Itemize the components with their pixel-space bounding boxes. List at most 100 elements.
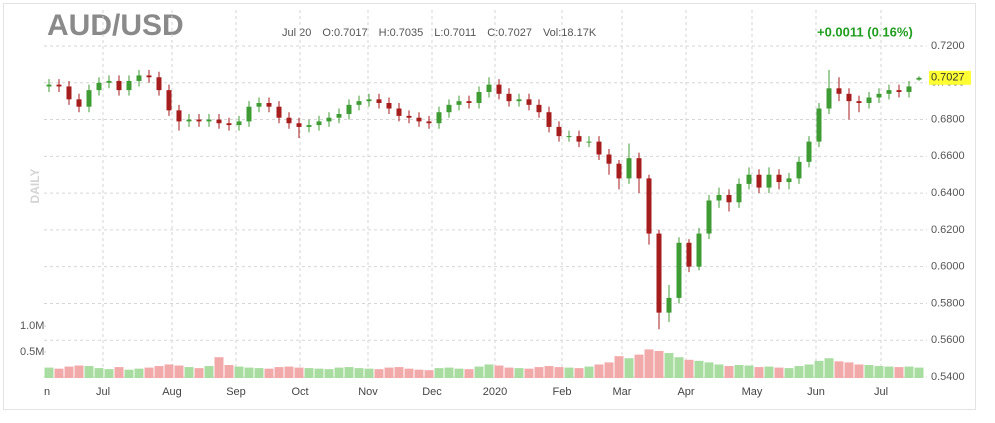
volume-bar [144, 367, 154, 378]
candle-body [276, 106, 282, 118]
price-change: +0.0011 (0.16%) [817, 24, 913, 39]
volume-bar [494, 365, 504, 378]
volume-bar [704, 362, 714, 378]
volume-bar [204, 366, 214, 378]
candle-body [396, 108, 402, 116]
volume-bar [804, 364, 814, 378]
candle-body [256, 103, 262, 107]
ohlc-info: O:0.7017 [322, 27, 367, 39]
volume-bar [54, 368, 64, 378]
volume-tick-label: 1.0M [20, 320, 44, 332]
candle-body [406, 115, 412, 118]
volume-bar [554, 367, 564, 378]
ohlc-info: Vol:18.17K [543, 27, 597, 39]
candle-body [616, 163, 622, 179]
y-tick-label: 0.6600 [931, 150, 965, 162]
volume-bar [784, 368, 794, 378]
candle-body [516, 99, 522, 102]
ohlc-info: L:0.7011 [434, 27, 476, 39]
volume-bar [44, 367, 54, 378]
volume-bar [424, 370, 434, 378]
candle-body [896, 90, 902, 92]
x-tick-label: Aug [162, 386, 182, 398]
candle-body [436, 112, 442, 124]
candle-body [236, 121, 242, 126]
candle-body [366, 99, 372, 102]
candle-body [836, 88, 842, 94]
volume-bar [334, 367, 344, 378]
x-tick-label: Apr [677, 386, 694, 398]
candle-body [776, 174, 782, 183]
candle-body [486, 84, 492, 92]
volume-bar [304, 368, 314, 378]
candle-body [226, 123, 232, 126]
volume-bar [344, 367, 354, 378]
candle-body [216, 119, 222, 124]
candle-body [86, 90, 92, 107]
volume-bar [134, 368, 144, 378]
volume-bar [574, 368, 584, 378]
volume-bar [354, 368, 364, 378]
volume-bar [194, 368, 204, 378]
candle-body [636, 158, 642, 179]
y-tick-label: 0.5800 [931, 297, 965, 309]
period-label: DAILY [28, 169, 42, 204]
volume-bar [684, 359, 694, 378]
volume-bar [774, 367, 784, 378]
volume-bar [454, 368, 464, 378]
x-tick-label: Jul [96, 386, 110, 398]
volume-bar [284, 366, 294, 378]
candle-body [76, 99, 82, 107]
volume-bar [634, 354, 644, 378]
volume-bar [844, 362, 854, 378]
volume-bar [594, 364, 604, 378]
candle-body [806, 141, 812, 162]
volume-tick-label: 0.5M [20, 346, 44, 358]
candle-body [856, 101, 862, 104]
volume-bar [464, 369, 474, 378]
candle-body [416, 117, 422, 122]
candle-body [676, 242, 682, 298]
volume-bar [674, 357, 684, 378]
x-tick-label: Nov [358, 386, 378, 398]
y-tick-label: 0.7200 [931, 40, 965, 52]
candle-body [466, 101, 472, 104]
volume-bar [224, 365, 234, 378]
candle-body [646, 178, 652, 234]
candle-body [346, 104, 352, 115]
candle-body [106, 80, 112, 83]
candle-body [266, 103, 272, 107]
volume-bar [394, 367, 404, 378]
volume-bar [504, 367, 514, 378]
volume-bar [414, 369, 424, 378]
y-tick-label: 0.5600 [931, 334, 965, 346]
volume-bar [314, 368, 324, 378]
volume-bar [484, 364, 494, 378]
volume-bar [164, 364, 174, 378]
candle-body [866, 97, 872, 104]
volume-bar [814, 360, 824, 378]
plot: Jul 20 O:0.7017 H:0.7035 L:0.7011 C:0.7027 Vo… [20, 10, 971, 398]
volume-bar [444, 367, 454, 378]
volume-bar [894, 367, 904, 378]
volume-bar [624, 358, 634, 378]
volume-bar [644, 349, 654, 378]
candle-body [206, 119, 212, 122]
volume-bar [124, 369, 134, 378]
chart-frame [3, 3, 976, 410]
volume-bar [474, 366, 484, 378]
candle-body [916, 77, 922, 80]
volume-bar [294, 367, 304, 378]
volume-bar [254, 368, 264, 378]
x-tick-label: Jul [874, 386, 888, 398]
candle-body [246, 106, 252, 122]
volume-bar [154, 366, 164, 378]
candle-body [136, 75, 142, 81]
volume-bar [864, 365, 874, 378]
x-tick-label: 2020 [483, 386, 507, 398]
candle-body [596, 141, 602, 155]
volume-bar [834, 361, 844, 378]
x-tick-label: n [44, 386, 50, 398]
y-tick-label: 0.5400 [931, 371, 965, 383]
candle-body [716, 194, 722, 201]
